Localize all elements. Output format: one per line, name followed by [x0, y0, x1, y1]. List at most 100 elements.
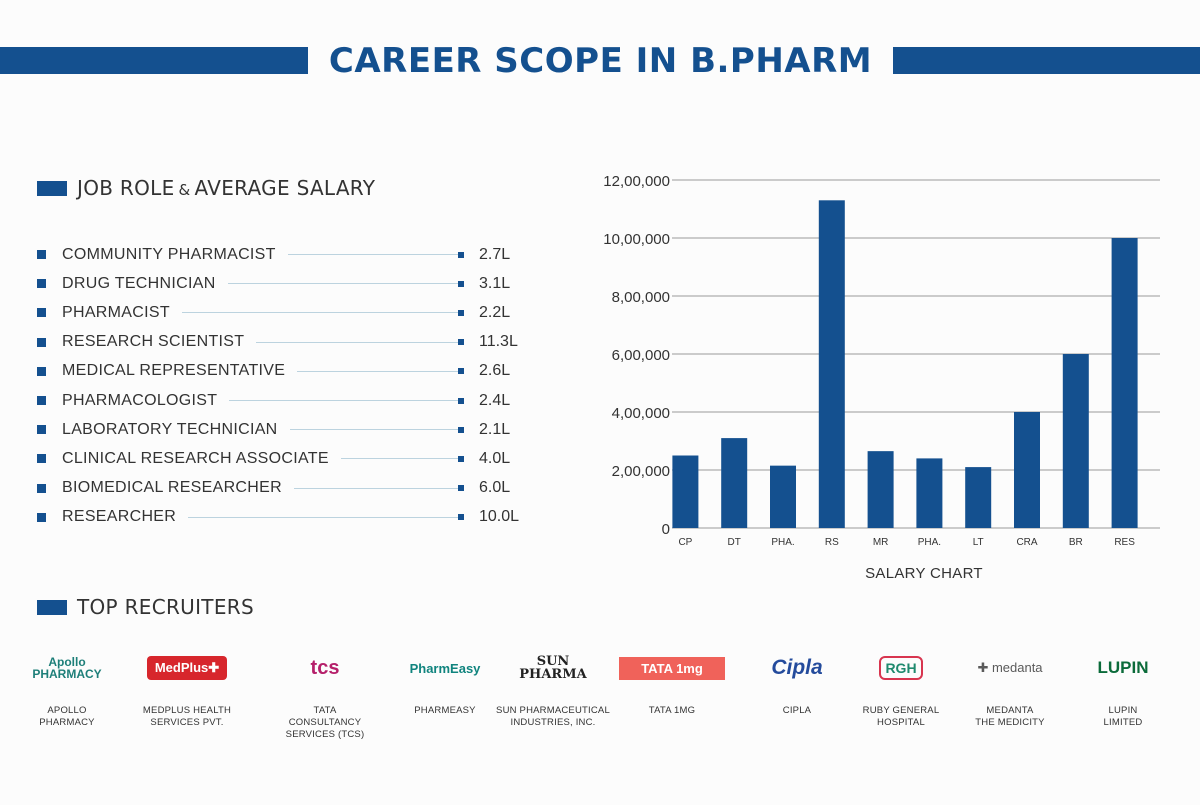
leader-end-icon [458, 397, 464, 404]
job-role-heading-text: JOB ROLE & AVERAGE SALARY [77, 176, 375, 200]
tata-1mg-logo: TATA 1mg [612, 643, 732, 693]
tcs-logo: tcs [265, 643, 385, 693]
recruiter-item: RGH RUBY GENERAL HOSPITAL [841, 643, 961, 729]
recruiter-item: ✚ medanta MEDANTA THE MEDICITY [950, 643, 1070, 729]
salary-bar-chart: 0 2,00,000 4,00,000 6,00,000 8,00,000 10,00,0… [603, 173, 1160, 548]
job-role-name: LABORATORY TECHNICIAN [62, 420, 278, 438]
recruiter-name: TATA CONSULTANCY SERVICES (TCS) [285, 705, 365, 740]
bullet-icon [37, 512, 46, 522]
leader-line [181, 312, 458, 314]
bullet-icon [37, 454, 46, 464]
bar-4 [867, 451, 894, 528]
job-salary-list: COMMUNITY PHARMACIST 2.7L DRUG TECHNICIAN 3… [37, 240, 537, 532]
recruiter-name: APOLLO PHARMACY [39, 705, 95, 728]
y-tick-label: 12,00,000 [603, 173, 670, 190]
recruiter-name: SUN PHARMACEUTICAL INDUSTRIES, INC. [496, 705, 610, 728]
job-row: MEDICAL REPRESENTATIVE 2.6L [37, 357, 537, 386]
leader-end-icon [458, 339, 464, 346]
job-salary: 2.1L [479, 420, 511, 438]
bullet-icon [37, 279, 46, 289]
bullet-icon [37, 483, 46, 493]
leader-end-icon [458, 514, 464, 521]
recruiter-item: PharmEasy PHARMEASY [385, 643, 505, 717]
header-bar-left [0, 47, 308, 74]
leader-line [297, 370, 458, 372]
job-salary: 4.0L [479, 449, 511, 467]
bar-3 [818, 200, 845, 529]
recruiter-name: LUPIN LIMITED [1103, 705, 1143, 728]
apollo-logo: Apollo PHARMACY [7, 643, 127, 693]
bullet-icon [37, 337, 46, 347]
job-salary: 11.3L [479, 333, 518, 351]
medanta-logo: ✚ medanta [950, 643, 1070, 693]
recruiter-item: SUN PHARMA SUN PHARMACEUTICAL INDUSTRIES,… [493, 643, 613, 729]
recruiter-logo-text: Cipla [771, 656, 823, 679]
leader-line [256, 341, 458, 343]
recruiter-name: CIPLA [782, 705, 812, 716]
recruiters-row: Apollo PHARMACY APOLLO PHARMACY MedPlus✚ ME… [0, 643, 1200, 763]
job-row: PHARMACIST 2.2L [37, 298, 537, 327]
y-tick-label: 10,00,000 [603, 231, 670, 248]
recruiter-item: tcs TATA CONSULTANCY SERVICES (TCS) [265, 643, 385, 741]
pharmeasy-logo: PharmEasy [385, 643, 505, 693]
job-salary: 6.0L [479, 479, 511, 497]
bar-0 [672, 455, 699, 528]
job-row: LABORATORY TECHNICIAN 2.1L [37, 415, 537, 444]
heading-part-average-salary: AVERAGE SALARY [194, 176, 376, 200]
leader-end-icon [458, 251, 464, 258]
recruiter-item: Cipla CIPLA [737, 643, 857, 717]
job-salary: 3.1L [479, 274, 511, 292]
recruiter-name: PHARMEASY [414, 705, 476, 716]
x-tick-label: CRA [1016, 537, 1037, 548]
leader-line [340, 458, 458, 460]
leader-end-icon [458, 280, 464, 287]
job-salary: 2.6L [479, 362, 511, 380]
x-tick-label: DT [728, 537, 741, 548]
bar-5 [916, 458, 943, 528]
recruiter-item: TATA 1mg TATA 1MG [612, 643, 732, 717]
recruiter-logo-text: tcs [310, 656, 340, 679]
leader-line [229, 400, 458, 402]
job-role-name: BIOMEDICAL RESEARCHER [62, 479, 282, 497]
recruiter-name: MEDANTA THE MEDICITY [975, 705, 1045, 728]
recruiter-name: RUBY GENERAL HOSPITAL [862, 705, 940, 728]
y-tick-label: 0 [662, 521, 670, 538]
recruiter-logo-text: SUN PHARMA [519, 654, 587, 682]
recruiter-name: MEDPLUS HEALTH SERVICES PVT. [142, 705, 232, 728]
recruiters-heading: TOP RECRUITERS [37, 595, 254, 619]
heading-marker [37, 180, 67, 196]
heading-marker [37, 599, 67, 615]
bar-2 [770, 465, 796, 528]
recruiter-logo-text: Apollo PHARMACY [32, 655, 102, 681]
job-role-name: DRUG TECHNICIAN [62, 274, 216, 292]
y-tick-label: 6,00,000 [612, 347, 670, 364]
recruiter-logo-text: MedPlus✚ [146, 656, 228, 680]
chart-caption: SALARY CHART [865, 565, 983, 582]
job-row: PHARMACOLOGIST 2.4L [37, 386, 537, 415]
y-tick-label: 4,00,000 [612, 405, 670, 422]
bar-8 [1062, 354, 1089, 528]
job-role-name: CLINICAL RESEARCH ASSOCIATE [62, 449, 329, 467]
header-bar-right [893, 47, 1200, 74]
bullet-icon [37, 425, 46, 435]
leader-end-icon [458, 426, 464, 433]
job-role-name: MEDICAL REPRESENTATIVE [62, 362, 286, 380]
y-tick-label: 2,00,000 [612, 463, 670, 480]
recruiter-logo-text: TATA 1mg [619, 656, 725, 680]
job-row: RESEARCH SCIENTIST 11.3L [37, 328, 537, 357]
job-salary: 10.0L [479, 508, 520, 526]
x-tick-label: BR [1069, 537, 1083, 548]
leader-end-icon [458, 455, 464, 462]
bullet-icon [37, 308, 46, 318]
recruiter-logo-text: PharmEasy [409, 660, 481, 676]
leader-line [289, 429, 458, 431]
leader-end-icon [458, 368, 464, 375]
x-tick-label: PHA. [918, 537, 941, 548]
x-tick-label: RS [825, 537, 839, 548]
ruby-hospital-logo: RGH [841, 643, 961, 693]
x-tick-label: MR [873, 537, 889, 548]
job-row: RESEARCHER 10.0L [37, 503, 537, 532]
job-role-name: COMMUNITY PHARMACIST [62, 245, 276, 263]
bar-6 [965, 467, 992, 528]
x-tick-label: RES [1114, 537, 1135, 548]
